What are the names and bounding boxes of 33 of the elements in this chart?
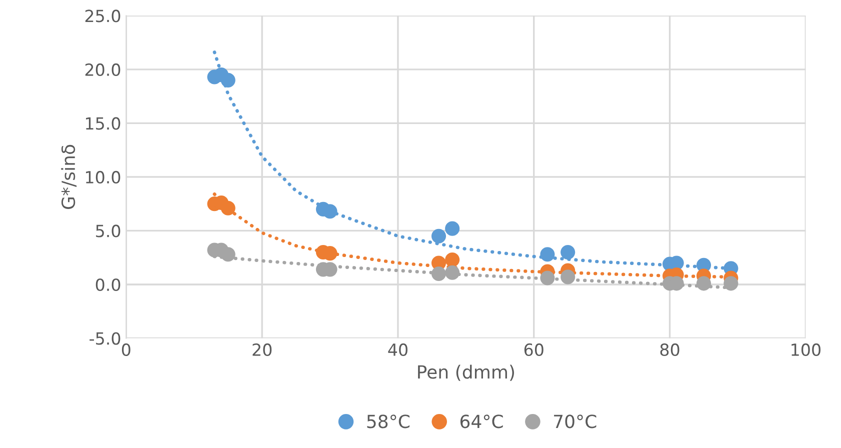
point xyxy=(560,270,576,284)
x-axis-title: Pen (dmm) xyxy=(418,364,514,381)
point xyxy=(724,276,738,291)
y-axis-title: G*/sinδ xyxy=(61,144,77,209)
point xyxy=(431,228,446,244)
legend-label: 70°C xyxy=(554,414,596,428)
x-tick-label: 40 xyxy=(388,343,408,356)
x-tick-label: 60 xyxy=(524,343,544,356)
point xyxy=(220,200,236,216)
x-tick-label: 0 xyxy=(122,343,130,356)
point xyxy=(540,270,555,286)
x-tick-label: 80 xyxy=(660,343,680,356)
y-tick-label: 5.0 xyxy=(96,224,120,238)
y-tick-label: -5.0 xyxy=(90,332,120,345)
x-tick-label: 100 xyxy=(792,343,820,356)
y-tick-label: 10.0 xyxy=(86,170,120,184)
y-tick-label: 15.0 xyxy=(86,117,120,130)
point xyxy=(540,247,555,262)
legend-label: 64°C xyxy=(460,414,503,428)
point xyxy=(431,266,446,282)
point xyxy=(445,221,460,236)
x-tick-label: 20 xyxy=(252,343,272,356)
point xyxy=(445,265,460,280)
y-tick-label: 25.0 xyxy=(85,10,120,22)
point xyxy=(560,244,576,260)
point xyxy=(220,247,236,262)
y-tick-label: 20.0 xyxy=(85,63,120,76)
point xyxy=(322,204,338,219)
point xyxy=(696,276,712,291)
legend-label: 58°C xyxy=(367,414,410,428)
y-tick-label: 0.0 xyxy=(96,278,120,292)
point xyxy=(220,72,236,88)
point xyxy=(445,252,460,268)
